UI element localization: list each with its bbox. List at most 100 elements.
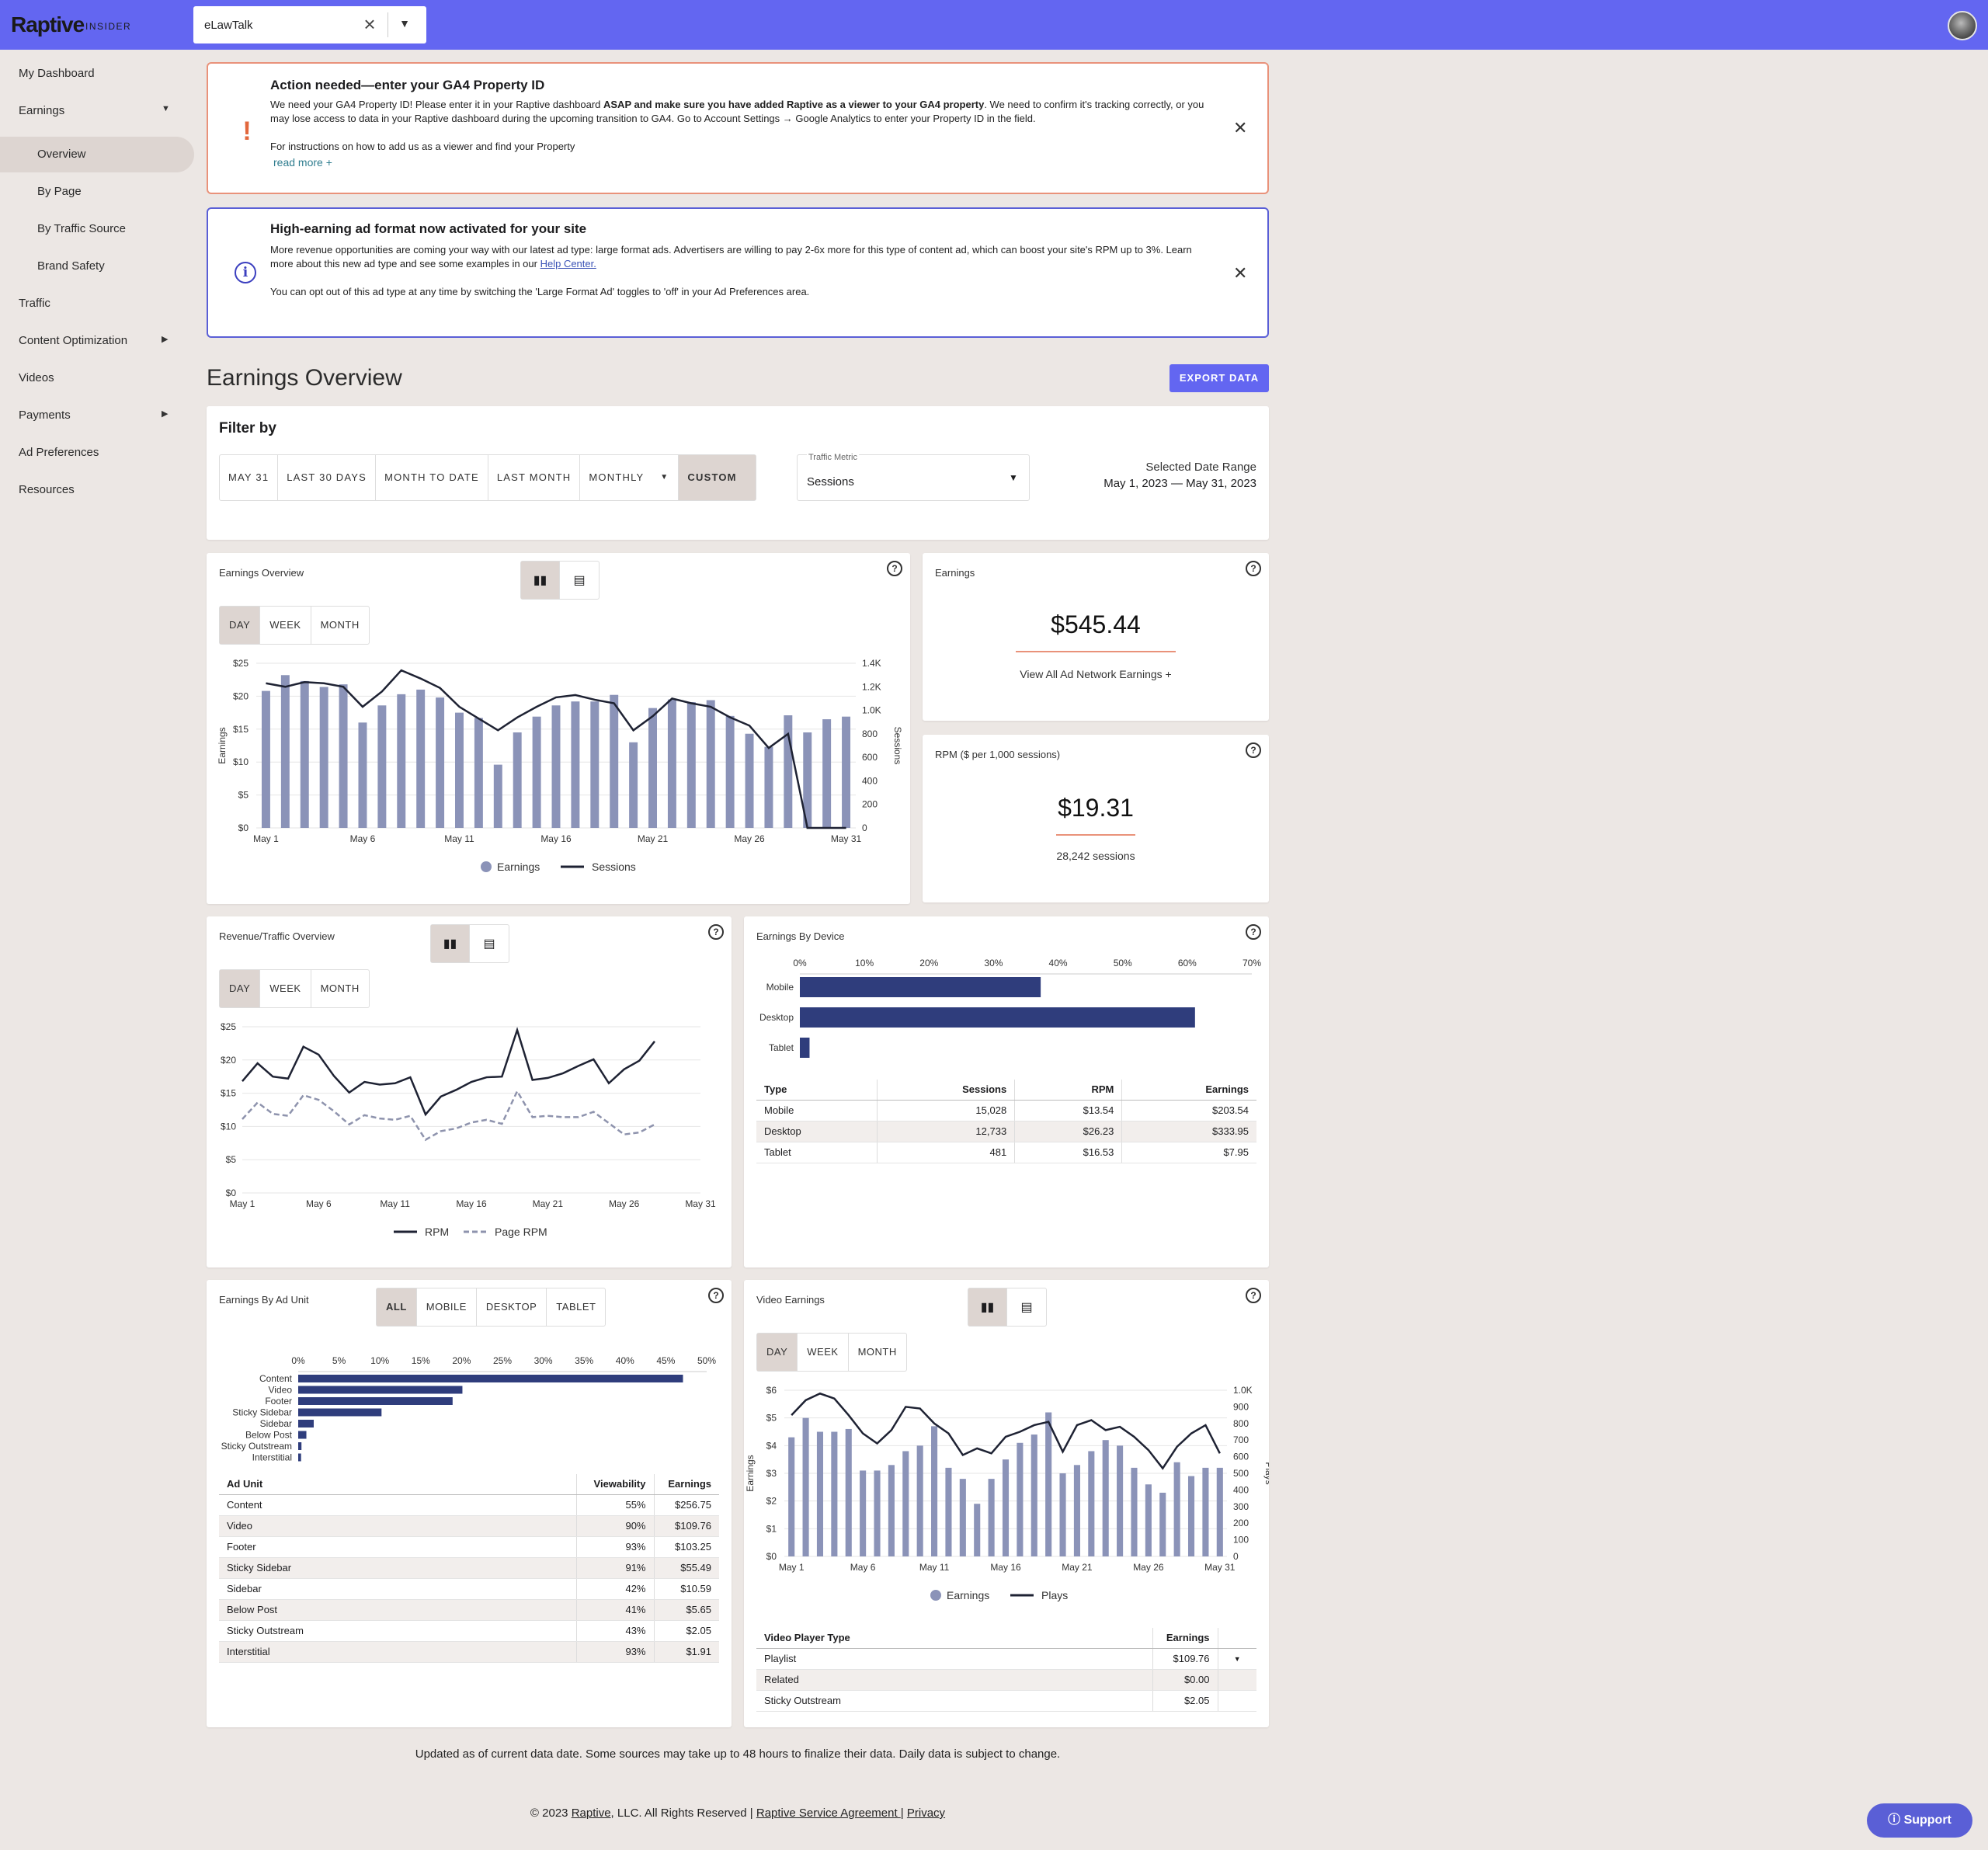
cell: $2.05: [1152, 1690, 1218, 1712]
filter-may-31[interactable]: MAY 31: [220, 455, 279, 500]
category-label: Below Post: [245, 1430, 293, 1441]
category-label: Footer: [265, 1396, 292, 1407]
accent-underline: [1056, 834, 1135, 836]
x-tick-label: 20%: [452, 1355, 471, 1366]
help-icon[interactable]: ?: [708, 924, 724, 940]
sidebar-item-traffic[interactable]: Traffic: [0, 286, 194, 322]
x-tick-label: 10%: [370, 1355, 389, 1366]
tab-tablet[interactable]: TABLET: [556, 1301, 596, 1313]
tab-day[interactable]: DAY: [220, 607, 261, 644]
sidebar-item-videos[interactable]: Videos: [0, 360, 194, 396]
site-selector[interactable]: eLawTalk × ▼: [193, 6, 426, 43]
tab-month[interactable]: MONTH: [320, 619, 360, 631]
sidebar-item-content-optimization[interactable]: Content Optimization ▶: [0, 323, 194, 359]
copyright-text: |: [900, 1807, 907, 1820]
traffic-metric-select[interactable]: Traffic Metric Sessions ▼: [797, 453, 1030, 501]
bar: [298, 1375, 683, 1382]
help-icon[interactable]: ?: [887, 561, 902, 576]
export-data-button[interactable]: EXPORT DATA: [1170, 364, 1269, 392]
alert-text: More revenue opportunities are coming yo…: [270, 243, 1218, 271]
bar: [298, 1442, 302, 1450]
tab-day[interactable]: DAY: [220, 970, 261, 1007]
earnings-by-ad-unit-chart: 0% 5% 10% 15% 20% 25% 30% 35% 40% 45% 50% ContentVi…: [221, 1355, 717, 1463]
close-icon[interactable]: ✕: [1233, 118, 1248, 137]
sidebar-item-payments[interactable]: Payments ▶: [0, 398, 194, 433]
x-tick-label: 60%: [1178, 958, 1197, 968]
bar-chart-icon[interactable]: ▮▮: [521, 562, 560, 599]
bar: [800, 977, 1041, 997]
panel-title: Earnings: [935, 567, 975, 579]
filter-last-month[interactable]: LAST MONTH: [488, 455, 581, 500]
tab-mobile[interactable]: MOBILE: [417, 1288, 477, 1326]
bar-chart-icon[interactable]: ▮▮: [431, 925, 470, 962]
sidebar-item-brand-safety[interactable]: Brand Safety: [0, 249, 194, 284]
view-all-networks-link[interactable]: View All Ad Network Earnings +: [1020, 668, 1172, 680]
panel-title: Revenue/Traffic Overview: [219, 930, 335, 942]
sidebar-item-label: By Traffic Source: [37, 222, 126, 235]
x-tick-label: May 11: [380, 1198, 410, 1209]
earnings-overview-panel: $0 $5 $10 $15 $20 $25 0 200 400 600 800 1.0K 1.2K 1.4…: [207, 553, 910, 904]
table-icon[interactable]: ▤: [483, 937, 495, 951]
avatar[interactable]: [1948, 11, 1977, 40]
raptive-link[interactable]: Raptive: [571, 1807, 611, 1820]
tab-all[interactable]: ALL: [377, 1288, 417, 1326]
help-icon[interactable]: ?: [1246, 1288, 1261, 1303]
cell: 90%: [575, 1515, 654, 1537]
x-tick-label: May 31: [685, 1198, 716, 1209]
table-row: Sidebar 42% $10.59: [219, 1578, 719, 1600]
table-icon[interactable]: ▤: [1020, 1301, 1033, 1314]
service-agreement-link[interactable]: Raptive Service Agreement: [756, 1807, 901, 1820]
tab-week[interactable]: WEEK: [260, 970, 311, 1007]
tab-day[interactable]: DAY: [757, 1334, 798, 1371]
x-tick-label: May 26: [734, 833, 765, 844]
date-filter-group: MAY 31 LAST 30 DAYS MONTH TO DATE LAST M…: [219, 454, 756, 501]
col-type: Type: [756, 1080, 878, 1101]
bar: [803, 732, 812, 828]
table-icon[interactable]: ▤: [573, 574, 586, 587]
bar-chart-icon[interactable]: ▮▮: [968, 1288, 1007, 1326]
chevron-down-icon[interactable]: ▼: [399, 17, 410, 30]
sidebar-item-my-dashboard[interactable]: My Dashboard: [0, 56, 194, 92]
x-tick-label: 10%: [855, 958, 874, 968]
legend-label: Page RPM: [495, 1226, 547, 1238]
bar: [831, 1431, 838, 1556]
table-row: Video 90% $109.76: [219, 1515, 719, 1537]
raptive-logo[interactable]: Raptive: [11, 12, 85, 37]
help-center-link[interactable]: Help Center.: [540, 258, 596, 270]
sidebar-item-by-page[interactable]: By Page: [0, 174, 194, 210]
tab-month[interactable]: MONTH: [320, 982, 360, 994]
x-tick-label: 70%: [1242, 958, 1261, 968]
help-icon[interactable]: ?: [1246, 742, 1261, 758]
privacy-link[interactable]: Privacy: [906, 1807, 946, 1820]
support-button[interactable]: ⓘ Support: [1867, 1803, 1972, 1838]
filter-custom[interactable]: CUSTOM: [679, 455, 756, 500]
close-icon[interactable]: ✕: [1233, 263, 1248, 283]
chevron-down-icon: ▼: [1009, 472, 1018, 483]
bar: [988, 1479, 995, 1556]
x-tick-label: May 1: [230, 1198, 255, 1209]
tab-week[interactable]: WEEK: [798, 1334, 849, 1371]
help-icon[interactable]: ?: [1246, 561, 1261, 576]
filter-monthly[interactable]: MONTHLY ▼: [580, 455, 679, 500]
y2-tick-label: 300: [1233, 1501, 1249, 1512]
sidebar-item-ad-preferences[interactable]: Ad Preferences: [0, 435, 194, 471]
read-more-link[interactable]: read more +: [273, 156, 332, 169]
sidebar-item-by-traffic-source[interactable]: By Traffic Source: [0, 211, 194, 247]
date-range-value: May 1, 2023 — May 31, 2023: [1103, 477, 1256, 490]
table-row: Interstitial 93% $1.91: [219, 1641, 719, 1663]
sidebar-item-earnings[interactable]: Earnings ▼: [0, 93, 194, 129]
x-tick-label: 40%: [1049, 958, 1068, 968]
caret-down-icon[interactable]: ▼: [1217, 1648, 1256, 1670]
tab-month[interactable]: MONTH: [857, 1346, 897, 1358]
tab-desktop[interactable]: DESKTOP: [477, 1288, 547, 1326]
sidebar-item-overview[interactable]: Overview: [0, 137, 194, 172]
help-icon[interactable]: ?: [708, 1288, 724, 1303]
filter-last-30-days[interactable]: LAST 30 DAYS: [278, 455, 377, 500]
help-icon[interactable]: ?: [1246, 924, 1261, 940]
filter-month-to-date[interactable]: MONTH TO DATE: [376, 455, 488, 500]
clear-icon[interactable]: ×: [363, 12, 376, 36]
tab-week[interactable]: WEEK: [260, 607, 311, 644]
y2-tick-label: 600: [1233, 1452, 1249, 1462]
sidebar-item-resources[interactable]: Resources: [0, 472, 194, 508]
cell: $1.91: [653, 1641, 719, 1663]
